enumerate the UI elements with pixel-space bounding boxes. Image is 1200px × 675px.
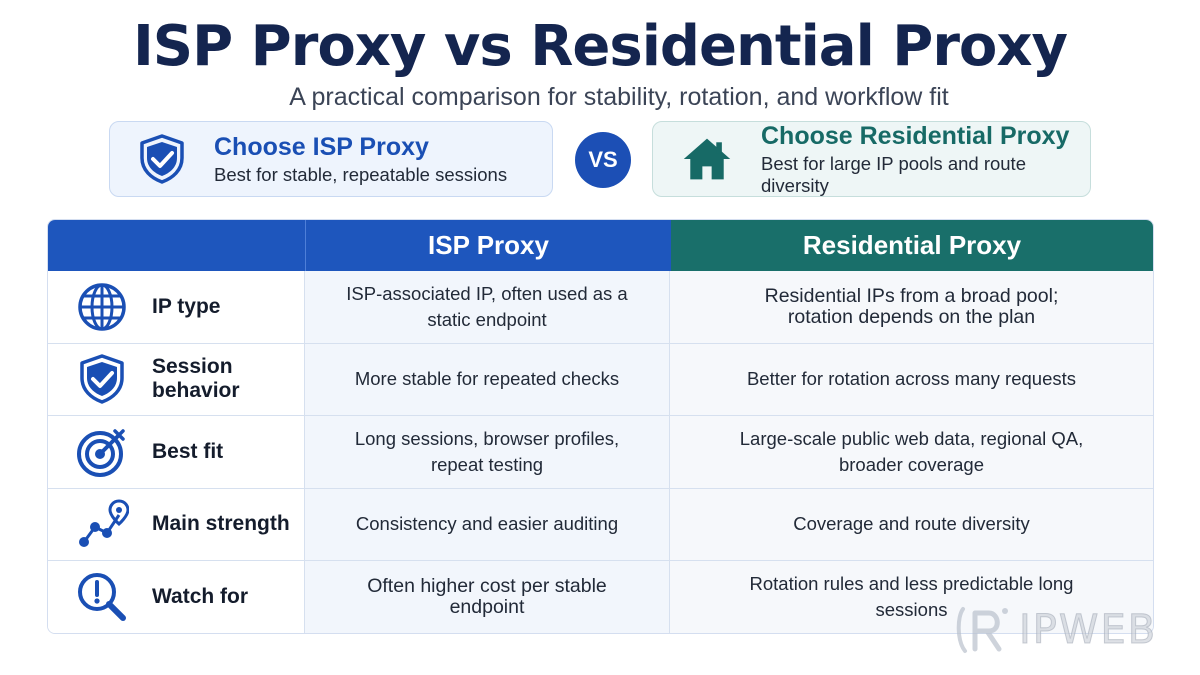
- residential-ip-type-cell: Residential IPs from a broad pool; rotat…: [670, 271, 1153, 343]
- shield-check-icon: [140, 134, 184, 184]
- header-isp-proxy: ISP Proxy: [305, 220, 671, 271]
- isp-ip-type-cell: ISP-associated IP, often used as a stati…: [305, 271, 670, 343]
- residential-main-strength-cell: Coverage and route diversity: [670, 488, 1153, 560]
- choose-residential-title: Choose Residential Proxy: [761, 121, 1070, 150]
- isp-main-strength-cell: Consistency and easier auditing: [305, 488, 670, 560]
- route-icon: [79, 499, 129, 548]
- globe-icon: [78, 283, 126, 331]
- isp-watch-for-cell: Often higher cost per stable endpoint: [305, 561, 670, 633]
- row-label-session-behavior: Session behavior: [152, 355, 240, 403]
- choose-residential-card: Choose Residential Proxy Best for large …: [652, 121, 1091, 197]
- ipweb-logo-icon: [956, 607, 1008, 653]
- residential-watch-for-cell: Rotation rules and less predictable long…: [670, 561, 1153, 633]
- choose-isp-title: Choose ISP Proxy: [214, 132, 429, 161]
- row-label-best-fit: Best fit: [152, 439, 224, 463]
- watermark-text: IPWEB: [1018, 607, 1158, 654]
- isp-session-behavior-cell: More stable for repeated checks: [305, 343, 670, 415]
- table-row: Watch for Often higher cost per stable e…: [48, 561, 1153, 633]
- shield-check-icon: [80, 354, 124, 404]
- house-icon: [683, 138, 731, 180]
- row-label-ip-type: IP type: [152, 294, 221, 318]
- comparison-table: ISP Proxy Residential Proxy IP type ISP-…: [47, 219, 1154, 634]
- search-alert-icon: [78, 573, 126, 622]
- table-row: IP type ISP-associated IP, often used as…: [48, 271, 1153, 344]
- table-row: Main strength Consistency and easier aud…: [48, 488, 1153, 561]
- row-label-watch-for: Watch for: [152, 585, 249, 609]
- row-label-main-strength: Main strength: [152, 512, 290, 536]
- page-title: ISP Proxy vs Residential Proxy: [132, 14, 1068, 79]
- ipweb-watermark: IPWEB: [953, 601, 1157, 659]
- choose-isp-subtitle: Best for stable, repeatable sessions: [214, 163, 508, 185]
- isp-best-fit-cell: Long sessions, browser profiles, repeat …: [305, 416, 670, 488]
- table-header: ISP Proxy Residential Proxy: [48, 220, 1153, 271]
- header-blank-cell: [48, 220, 305, 271]
- header-residential-proxy: Residential Proxy: [671, 220, 1153, 271]
- page-subtitle: A practical comparison for stability, ro…: [289, 83, 949, 111]
- residential-best-fit-cell: Large-scale public web data, regional QA…: [670, 416, 1153, 488]
- table-row: Session behavior More stable for repeate…: [48, 343, 1153, 416]
- target-icon: [77, 429, 125, 477]
- choose-isp-card: Choose ISP Proxy Best for stable, repeat…: [109, 121, 553, 197]
- choose-residential-subtitle: Best for large IP pools and route divers…: [761, 152, 1026, 196]
- residential-session-behavior-cell: Better for rotation across many requests: [670, 343, 1153, 415]
- table-row: Best fit Long sessions, browser profiles…: [48, 416, 1153, 489]
- vs-badge: VS: [575, 132, 631, 188]
